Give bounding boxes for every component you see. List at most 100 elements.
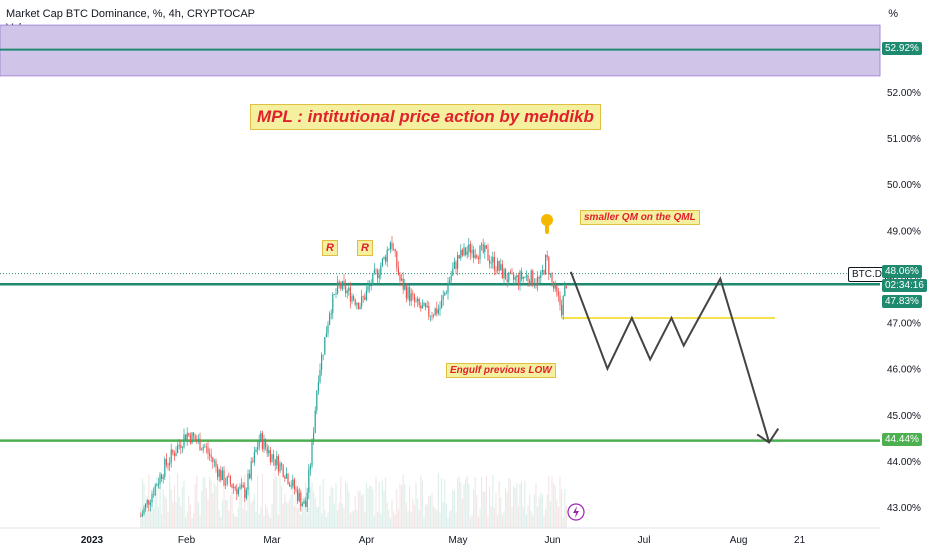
projection-path [569, 271, 771, 443]
candle-body [548, 257, 550, 275]
volume-bar [380, 513, 382, 528]
volume-bar [140, 507, 142, 528]
candle-body [226, 476, 228, 485]
candle-body [327, 324, 329, 334]
volume-bar [375, 476, 377, 528]
candle-body [204, 446, 206, 448]
volume-bar [167, 512, 169, 528]
volume-bar [548, 476, 550, 528]
volume-bar [519, 483, 521, 528]
candle-body [527, 275, 529, 281]
candle-body [418, 298, 420, 306]
candle-body [250, 461, 252, 479]
lightning-icon[interactable] [567, 503, 585, 521]
volume-bar [273, 478, 275, 528]
volume-bar [170, 489, 172, 528]
volume-bar [535, 483, 537, 528]
candle-body [391, 242, 393, 249]
volume-bar [252, 500, 254, 528]
volume-bar [209, 476, 211, 528]
candle-body [173, 453, 175, 457]
y-tick-label: 50.00% [887, 180, 921, 191]
candle-body [509, 272, 511, 274]
candle-body [516, 275, 518, 278]
x-tick-label: 21 [794, 535, 806, 546]
candle-body [306, 492, 308, 508]
candle-body [433, 315, 435, 317]
candle-body [175, 452, 177, 457]
level-mid-tag: 47.83% [882, 295, 922, 308]
volume-bar [204, 477, 206, 528]
candle-body [239, 486, 241, 489]
volume-bar [367, 488, 369, 528]
candle-body [442, 295, 444, 300]
candle-body [564, 286, 566, 297]
candle-body [453, 261, 455, 269]
volume-bar [194, 483, 196, 528]
candle-body [301, 503, 303, 507]
candle-body [167, 464, 169, 466]
volume-bar [308, 507, 310, 528]
volume-bar [447, 517, 449, 528]
candle-body [450, 275, 452, 281]
volume-bar [445, 503, 447, 528]
volume-bar [316, 507, 318, 528]
volume-bar [247, 486, 249, 528]
volume-bar [551, 476, 553, 528]
volume-bar [401, 485, 403, 528]
candle-body [554, 284, 556, 289]
volume-bar [309, 486, 311, 528]
candle-body [244, 487, 246, 498]
volume-bar [207, 499, 209, 528]
volume-bar [508, 477, 510, 528]
volume-bar [268, 513, 270, 528]
volume-bar [217, 473, 219, 528]
volume-bar [485, 475, 487, 528]
candle-body [290, 485, 292, 487]
volume-bar [196, 476, 198, 528]
candle-body [273, 454, 275, 460]
candle-body [522, 277, 524, 280]
candle-body [170, 449, 172, 463]
volume-bar [202, 477, 204, 528]
volume-bar [369, 485, 371, 528]
candle-body [263, 439, 265, 450]
candle-body [151, 494, 153, 503]
volume-bar [181, 486, 183, 528]
candle-body [362, 296, 364, 298]
candle-body [501, 264, 503, 279]
candle-body [197, 438, 199, 442]
y-tick-label: 49.00% [887, 226, 921, 237]
candle-body [153, 494, 155, 496]
candle-body [405, 285, 407, 299]
candle-body [309, 465, 311, 470]
candle-body [247, 473, 249, 490]
candle-body [551, 273, 553, 282]
candle-body [477, 257, 479, 260]
last-price-tag: 48.06% [882, 265, 922, 278]
candle-body [513, 273, 515, 280]
candle-body [364, 296, 366, 300]
volume-bar [556, 499, 558, 528]
volume-bar [348, 491, 350, 528]
volume-bar [461, 498, 463, 528]
y-tick-label: 47.00% [887, 319, 921, 330]
volume-bar [418, 510, 420, 528]
y-tick-label: 45.00% [887, 411, 921, 422]
volume-bar [260, 507, 262, 528]
candle-body [186, 433, 188, 441]
level-bottom-tag: 44.44% [882, 433, 922, 446]
countdown-tag: 02:34:16 [882, 279, 927, 292]
candle-body [444, 292, 446, 296]
candle-body [351, 296, 353, 302]
volume-bar [484, 491, 486, 528]
volume-bar [497, 514, 499, 528]
symbol-tag: BTC.D [848, 267, 886, 282]
volume-bar [425, 504, 427, 528]
volume-bar [466, 475, 468, 528]
candle-body [389, 242, 391, 250]
candle-body [308, 469, 310, 493]
candle-body [332, 294, 334, 314]
volume-bar [442, 502, 444, 528]
